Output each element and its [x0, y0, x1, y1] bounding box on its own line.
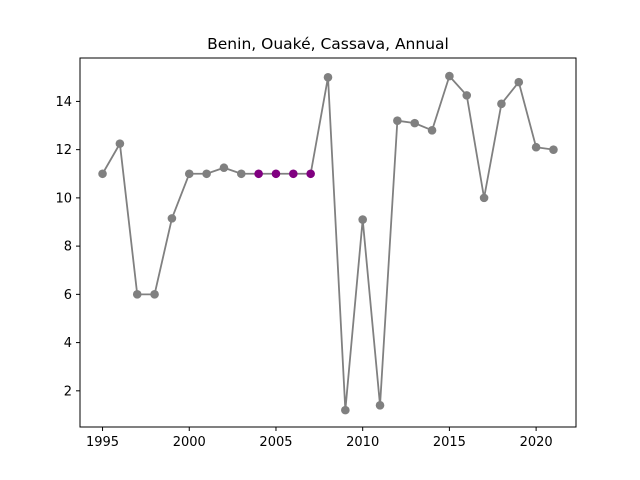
highlighted-data-point [289, 169, 298, 179]
data-point [445, 71, 454, 81]
plot-frame [79, 57, 577, 428]
data-point [549, 145, 558, 154]
data-point [375, 400, 385, 410]
data-point [410, 118, 420, 128]
y-tick-label: 4 [64, 336, 72, 351]
x-tick-label: 2015 [433, 435, 466, 450]
data-point [219, 163, 229, 173]
highlighted-data-point [271, 169, 281, 179]
data-point [497, 99, 506, 109]
x-tick-label: 2000 [173, 435, 206, 450]
data-point [323, 72, 333, 82]
data-point [393, 116, 402, 126]
data-point [462, 91, 472, 100]
data-point [427, 126, 437, 135]
data-point [132, 290, 142, 299]
data-point [184, 169, 194, 179]
data-point [115, 139, 125, 148]
data-point [167, 214, 177, 223]
data-point [150, 290, 159, 299]
data-point [341, 405, 350, 415]
y-tick-label: 8 [64, 240, 72, 255]
highlighted-data-point [306, 169, 315, 179]
x-tick-label: 2010 [346, 435, 379, 450]
y-tick-label: 10 [55, 191, 72, 206]
y-tick-label: 2 [64, 384, 72, 399]
data-point [202, 169, 211, 179]
data-point [479, 193, 489, 203]
y-tick-label: 12 [55, 143, 72, 158]
data-point [98, 169, 107, 179]
x-tick-label: 2005 [259, 435, 292, 450]
chart-title: Benin, Ouaké, Cassava, Annual [207, 35, 449, 53]
x-tick-label: 1995 [86, 435, 119, 450]
y-tick-label: 6 [64, 288, 72, 303]
data-point [358, 215, 367, 224]
data-point [236, 169, 246, 179]
x-tick-label: 2020 [520, 435, 553, 450]
data-point [514, 77, 524, 87]
data-point [531, 142, 541, 152]
y-tick-label: 14 [55, 95, 72, 110]
highlighted-data-point [254, 169, 263, 179]
